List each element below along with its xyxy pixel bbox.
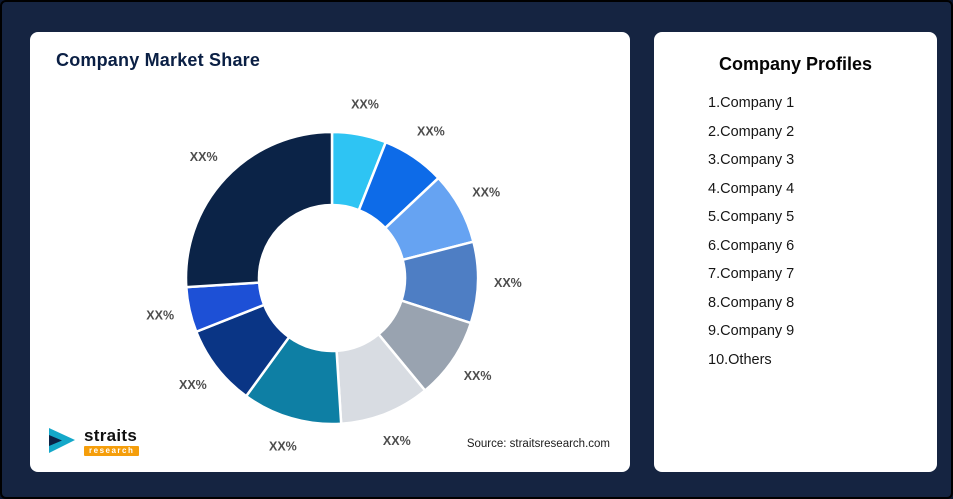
company-profiles-card: Company Profiles 1.Company 1 2.Company 2 3…: [654, 32, 937, 472]
segment-label-3: XX%: [472, 185, 500, 199]
company-profile-item: 3.Company 3: [708, 152, 795, 168]
market-share-card: Company Market Share XX% XX% XX% XX% XX% XX% X…: [30, 32, 630, 472]
company-profile-item: 2.Company 2: [708, 123, 795, 140]
segment-label-7: XX%: [269, 439, 297, 453]
company-profile-item: 9.Company 9: [708, 323, 795, 339]
company-profile-item: 4.Company 4: [708, 180, 795, 197]
logo-tagline: research: [84, 445, 140, 456]
logo-text: straits research: [84, 425, 140, 456]
source-attribution: Source: straitsresearch.com: [466, 438, 610, 450]
company-profile-item: 5.Company 5: [708, 209, 795, 225]
segment-label-6: XX%: [383, 434, 411, 448]
company-profile-item: 10.Others: [708, 351, 772, 368]
company-profile-item: 1.Company 1: [708, 95, 795, 111]
donut-segments: [184, 130, 480, 426]
segment-label-1: XX%: [351, 97, 379, 111]
company-profiles-list: 1.Company 1 2.Company 2 3.Company 3 4.Compa…: [654, 89, 937, 374]
segment-label-5: XX%: [464, 369, 492, 383]
profiles-title: Company Profiles: [718, 54, 873, 74]
market-share-donut: XX% XX% XX% XX% XX% XX% XX% XX% XX% XX%: [146, 97, 521, 453]
company-profile-item: 6.Company 6: [708, 237, 795, 254]
straits-logo-icon: [49, 428, 75, 453]
company-profile-item: 7.Company 7: [708, 266, 795, 282]
segment-label-4: XX%: [494, 276, 522, 290]
straits-research-logo: straits research: [48, 425, 140, 456]
segment-label-8: XX%: [179, 378, 207, 392]
logo-brand: straits: [84, 425, 138, 445]
company-profile-item: 8.Company 8: [708, 294, 795, 311]
donut-segment-10: [184, 130, 334, 289]
chart-title: Company Market Share: [56, 50, 261, 70]
segment-label-2: XX%: [417, 125, 445, 139]
segment-label-10: XX%: [190, 150, 218, 164]
segment-label-9: XX%: [146, 309, 174, 323]
segment-labels: XX% XX% XX% XX% XX% XX% XX% XX% XX% XX%: [146, 97, 521, 453]
